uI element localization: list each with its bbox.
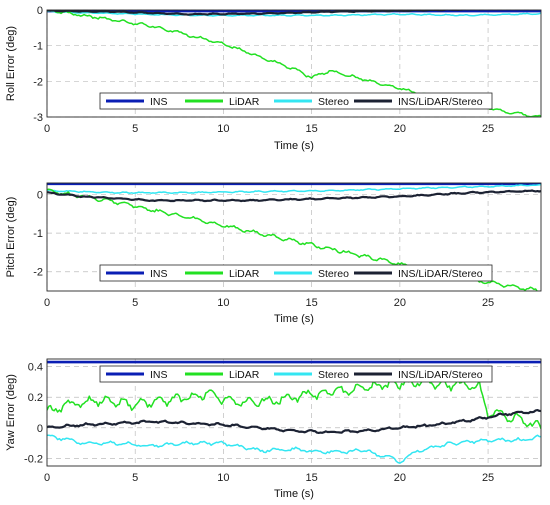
legend-label: Stereo <box>318 268 349 280</box>
x-tick-label: 20 <box>394 472 406 484</box>
y-tick-label: 0.4 <box>28 362 43 374</box>
legend-label: LiDAR <box>229 96 260 108</box>
y-tick-label: -1 <box>33 228 43 240</box>
y-tick-label: -3 <box>33 112 43 124</box>
axes-box <box>46 182 542 292</box>
series-line-ins-lidar-stereo <box>47 409 541 434</box>
x-tick-label: 5 <box>132 297 138 309</box>
x-tick-label: 15 <box>306 123 318 135</box>
y-tick-label: 0.2 <box>28 392 43 404</box>
y-axis-label: Yaw Error (deg) <box>5 374 17 451</box>
chart-panel-1: 0 5 10 15 20 25 0 -1 -2 -3 INS LiDAR Stereo INS/LiDAR… <box>5 5 542 152</box>
series-line-stereo <box>47 183 541 195</box>
legend-label: Stereo <box>318 369 349 381</box>
y-axis-label: Pitch Error (deg) <box>5 197 17 278</box>
axes-box <box>46 358 542 467</box>
y-tick-label: -0.2 <box>24 453 43 465</box>
x-tick-label: 15 <box>306 472 318 484</box>
x-tick-label: 10 <box>217 472 229 484</box>
y-axis-label: Roll Error (deg) <box>5 26 17 101</box>
legend: INS LiDAR Stereo INS/LiDAR/Stereo <box>99 264 493 282</box>
legend-label: Stereo <box>318 96 349 108</box>
chart-panel-2: 0 5 10 15 20 25 0 -1 -2 INS LiDAR Stereo INS/LiDAR/S… <box>5 182 542 325</box>
series-line-stereo <box>47 434 541 464</box>
x-tick-label: 0 <box>44 123 50 135</box>
y-tick-label: -2 <box>33 267 43 279</box>
legend-label: LiDAR <box>229 268 260 280</box>
legend-label: LiDAR <box>229 369 260 381</box>
legend-label: INS <box>150 369 168 381</box>
y-tick-label: 0 <box>37 190 43 202</box>
x-axis-label: Time (s) <box>274 140 314 152</box>
series-line-ins-lidar-stereo <box>47 189 541 203</box>
y-tick-label: -1 <box>33 41 43 53</box>
y-tick-label: 0 <box>37 423 43 435</box>
legend-label: INS/LiDAR/Stereo <box>398 268 483 280</box>
legend-label: INS <box>150 268 168 280</box>
x-tick-label: 25 <box>482 123 494 135</box>
x-tick-label: 15 <box>306 297 318 309</box>
series-line-ins-lidar-stereo <box>47 10 520 16</box>
legend: INS LiDAR Stereo INS/LiDAR/Stereo <box>99 365 493 383</box>
legend: INS LiDAR Stereo INS/LiDAR/Stereo <box>99 92 493 110</box>
x-axis-label: Time (s) <box>274 488 314 500</box>
x-axis-label: Time (s) <box>274 313 314 325</box>
x-tick-label: 20 <box>394 123 406 135</box>
legend-label: INS <box>150 96 168 108</box>
axes-box <box>46 9 542 118</box>
x-tick-label: 25 <box>482 472 494 484</box>
x-tick-label: 5 <box>132 472 138 484</box>
x-tick-label: 0 <box>44 297 50 309</box>
y-tick-label: -2 <box>33 76 43 88</box>
legend-label: INS/LiDAR/Stereo <box>398 369 483 381</box>
y-tick-label: 0 <box>37 5 43 17</box>
x-tick-label: 0 <box>44 472 50 484</box>
x-tick-label: 20 <box>394 297 406 309</box>
x-tick-label: 10 <box>217 123 229 135</box>
x-tick-label: 25 <box>482 297 494 309</box>
x-tick-label: 10 <box>217 297 229 309</box>
x-tick-label: 5 <box>132 123 138 135</box>
legend-label: INS/LiDAR/Stereo <box>398 96 483 108</box>
